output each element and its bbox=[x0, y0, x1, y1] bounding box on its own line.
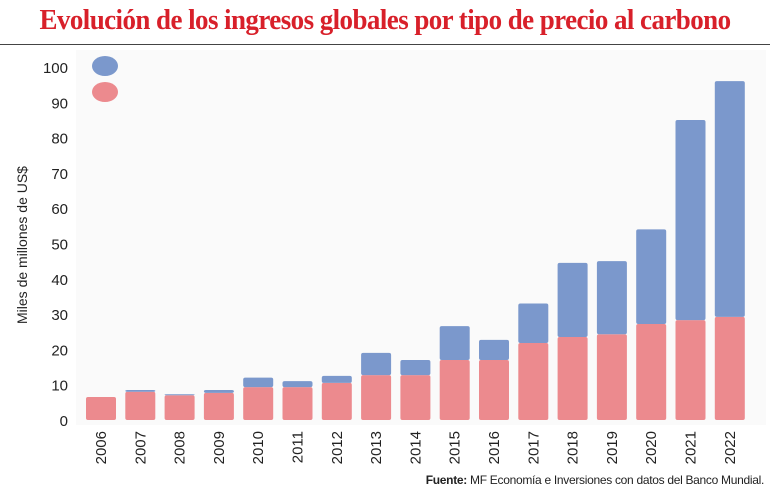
bar-segment-2017-series-1 bbox=[518, 343, 549, 420]
x-tick-label: 2009 bbox=[211, 431, 228, 464]
y-tick-label: 30 bbox=[51, 307, 68, 324]
bar-segment-2014-series-2 bbox=[400, 359, 431, 376]
x-tick-label: 2008 bbox=[172, 431, 189, 464]
bar-segment-2018-series-2 bbox=[557, 262, 588, 338]
source-note: Fuente: MF Economía e Inversiones con da… bbox=[425, 473, 765, 487]
bar-segment-2010-series-1 bbox=[243, 387, 274, 420]
chart-title: Evolución de los ingresos globales por t… bbox=[39, 4, 731, 36]
x-tick-label: 2016 bbox=[486, 431, 503, 464]
x-tick-label: 2018 bbox=[565, 431, 582, 464]
x-tick-label: 2010 bbox=[250, 431, 267, 464]
bar-segment-2008-series-2 bbox=[164, 394, 195, 396]
y-tick-label: 90 bbox=[51, 95, 68, 112]
x-tick-label: 2015 bbox=[447, 431, 464, 464]
bar-segment-2019-series-2 bbox=[596, 261, 627, 335]
y-tick-label: 80 bbox=[51, 131, 68, 148]
x-tick-label: 2007 bbox=[132, 431, 149, 464]
y-tick-label: 60 bbox=[51, 201, 68, 218]
y-axis-label: Miles de millones de US$ bbox=[14, 166, 30, 324]
bar-segment-2009-series-1 bbox=[203, 392, 234, 420]
bar-segment-2007-series-2 bbox=[125, 389, 156, 392]
source-text: MF Economía e Inversiones con datos del … bbox=[470, 473, 764, 487]
bar-segment-2020-series-1 bbox=[636, 323, 667, 420]
bar-segment-2008-series-1 bbox=[164, 395, 195, 420]
x-tick-label: 2021 bbox=[683, 431, 700, 464]
bar-segment-2022-series-1 bbox=[714, 316, 745, 420]
x-tick-label: 2019 bbox=[604, 431, 621, 464]
bar-segment-2021-series-1 bbox=[675, 320, 706, 420]
x-tick-label: 2022 bbox=[722, 431, 739, 464]
bar-segment-2013-series-2 bbox=[361, 352, 392, 376]
bar-segment-2012-series-1 bbox=[321, 382, 352, 420]
x-tick-label: 2017 bbox=[525, 431, 542, 464]
y-tick-label: 50 bbox=[51, 237, 68, 254]
bar-segment-2020-series-2 bbox=[636, 229, 667, 324]
y-tick-label: 0 bbox=[60, 413, 68, 430]
bar-segment-2018-series-1 bbox=[557, 337, 588, 420]
bar-segment-2006-series-1 bbox=[86, 397, 116, 420]
y-tick-label: 100 bbox=[43, 60, 68, 77]
bar-segment-2015-series-1 bbox=[439, 359, 470, 420]
bar-segment-2017-series-2 bbox=[518, 303, 549, 344]
bar-segment-2015-series-2 bbox=[439, 326, 470, 360]
legend-marker-series-1 bbox=[92, 82, 118, 102]
x-tick-label: 2011 bbox=[290, 431, 307, 463]
x-tick-label: 2020 bbox=[643, 431, 660, 464]
y-tick-label: 20 bbox=[51, 342, 68, 359]
bar-segment-2009-series-2 bbox=[203, 389, 234, 393]
bar-segment-2011-series-2 bbox=[282, 381, 313, 388]
bar-segment-2010-series-2 bbox=[243, 377, 274, 388]
y-tick-label: 10 bbox=[51, 378, 68, 395]
bar-segment-2007-series-1 bbox=[125, 391, 156, 420]
y-tick-label: 40 bbox=[51, 272, 68, 289]
x-tick-label: 2006 bbox=[93, 431, 110, 464]
bar-segment-2013-series-1 bbox=[361, 375, 392, 420]
bar-segment-2012-series-2 bbox=[321, 375, 352, 383]
bar-segment-2022-series-2 bbox=[714, 81, 745, 317]
source-label: Fuente: bbox=[425, 473, 468, 487]
legend-marker-series-2 bbox=[92, 56, 118, 76]
bar-segment-2016-series-1 bbox=[479, 359, 509, 420]
x-tick-label: 2014 bbox=[407, 431, 424, 464]
bar-segment-2011-series-1 bbox=[282, 387, 313, 420]
y-tick-label: 70 bbox=[51, 166, 68, 183]
bar-segment-2019-series-1 bbox=[596, 334, 627, 420]
x-tick-label: 2012 bbox=[329, 431, 346, 464]
bar-segment-2014-series-1 bbox=[400, 375, 431, 420]
bar-segment-2021-series-2 bbox=[675, 119, 706, 321]
bar-segment-2016-series-2 bbox=[479, 339, 509, 360]
x-tick-label: 2013 bbox=[368, 431, 385, 464]
title-divider bbox=[0, 44, 770, 45]
